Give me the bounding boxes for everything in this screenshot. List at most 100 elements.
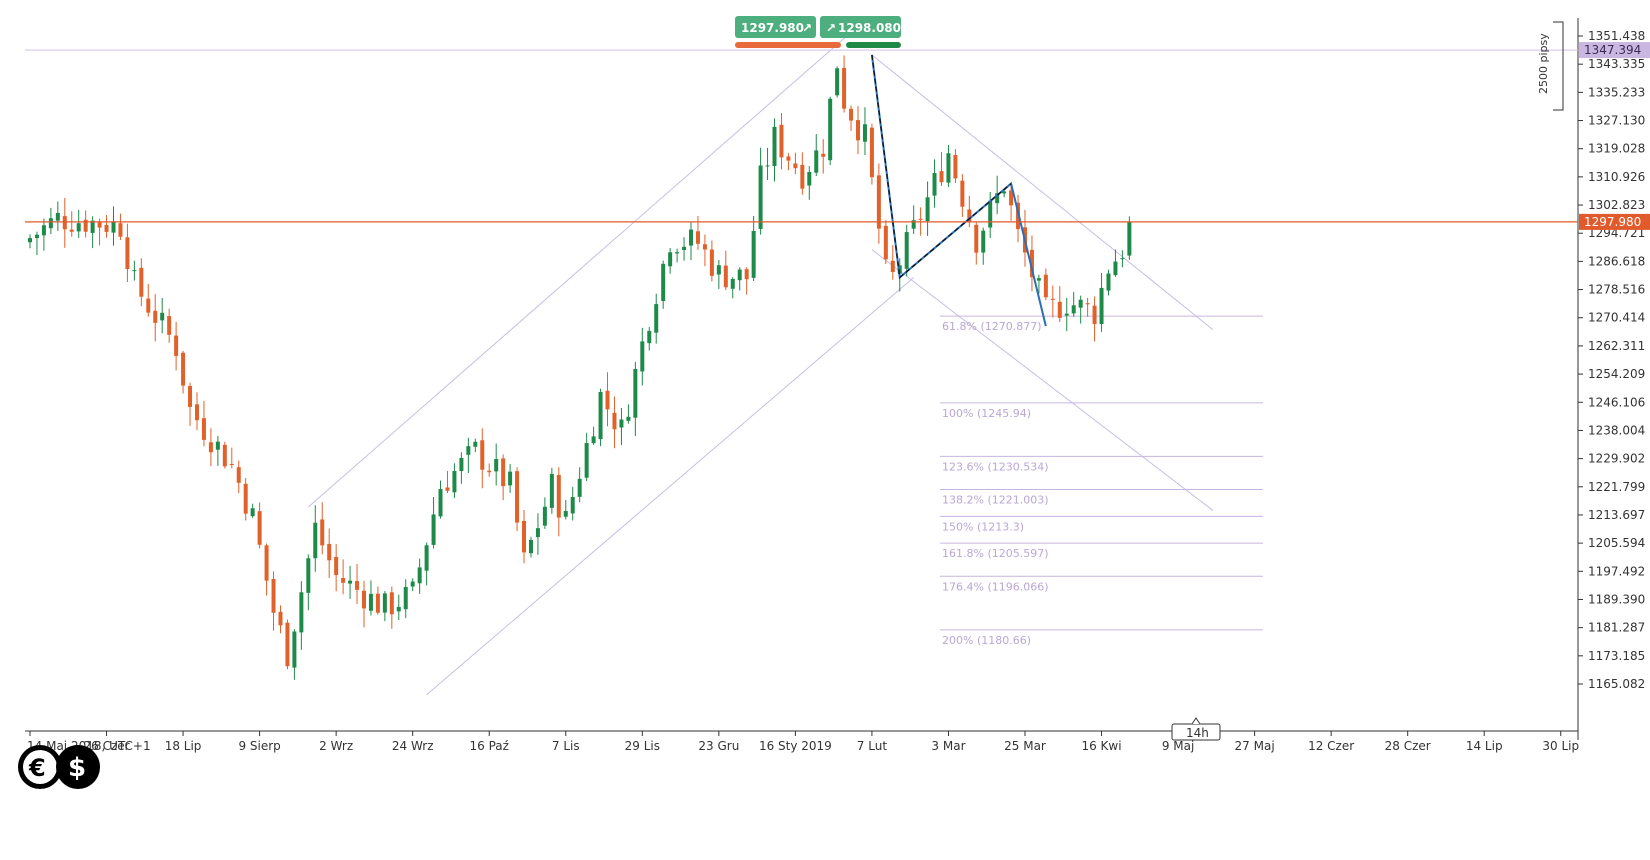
candle-body: [104, 224, 109, 232]
y-tick-label: 1173.185: [1588, 649, 1645, 663]
candle-body: [222, 444, 227, 467]
candle-body: [466, 446, 471, 455]
x-tick-label: 25 Mar: [1004, 739, 1046, 753]
candle-body: [932, 173, 937, 196]
candle-body: [48, 218, 53, 229]
candle-body: [111, 221, 116, 233]
candle-body: [1071, 305, 1076, 314]
candle-body: [800, 164, 805, 189]
candle-body: [807, 171, 812, 186]
candle-body: [1029, 249, 1034, 278]
candlestick-series: [28, 55, 1132, 680]
candle-body: [459, 457, 464, 472]
candle-body: [355, 581, 360, 590]
candle-body: [257, 511, 262, 545]
x-tick-label: 14 Maj 2018, UTC+1: [27, 739, 151, 753]
y-tick-label: 1351.438: [1588, 29, 1645, 43]
candle-body: [424, 545, 429, 571]
candle-body: [876, 175, 881, 229]
candle-body: [452, 471, 457, 493]
candle-body: [334, 556, 339, 576]
candle-body: [1120, 258, 1125, 260]
candle-body: [313, 522, 318, 559]
candle-body: [849, 108, 854, 121]
candle-body: [647, 330, 652, 344]
candle-body: [856, 120, 861, 141]
y-tick-label: 1254.209: [1588, 367, 1645, 381]
candle-body: [633, 368, 638, 418]
fib-level-label: 123.6% (1230.534): [942, 460, 1049, 473]
y-tick-label: 1302.823: [1588, 198, 1645, 212]
candle-body: [1057, 301, 1062, 318]
y-tick-label: 1262.311: [1588, 339, 1645, 353]
ask-price: 1298.080: [838, 21, 901, 35]
candle-body: [361, 590, 366, 609]
x-tick-label: 3 Mar: [931, 739, 965, 753]
candle-body: [62, 216, 67, 230]
candle-body: [967, 209, 972, 223]
candle-body: [744, 269, 749, 280]
candle-body: [584, 443, 589, 478]
candle-body: [1002, 191, 1007, 194]
candle-body: [730, 278, 735, 289]
bid-badge[interactable]: 1297.980 ↗: [735, 16, 841, 48]
candle-body: [208, 442, 213, 453]
candle-body: [194, 404, 199, 421]
candle-body: [327, 543, 332, 561]
y-axis-ticks: 1351.438 1343.335 1335.233 1327.130 1319.028…: [1578, 29, 1645, 691]
candle-body: [83, 219, 88, 232]
candle-body: [758, 165, 763, 229]
timeframe-marker[interactable]: 14h: [1171, 717, 1221, 741]
candle-body: [55, 212, 60, 221]
x-tick-label: 12 Czer: [1308, 739, 1354, 753]
candle-body: [118, 223, 123, 237]
x-tick-label: 30 Lip: [1542, 739, 1579, 753]
y-tick-label: 1229.902: [1588, 452, 1645, 466]
candle-body: [1064, 313, 1069, 316]
candle-body: [1085, 303, 1090, 305]
x-tick-label: 7 Lut: [857, 739, 888, 753]
x-tick-label: 23 Gru: [698, 739, 739, 753]
candle-body: [146, 298, 151, 313]
bid-volume-bar: [735, 42, 841, 48]
candle-body: [368, 593, 373, 611]
euro-icon: €: [28, 754, 46, 782]
candle-body: [675, 252, 680, 254]
candle-body: [501, 458, 506, 487]
candle-body: [410, 581, 415, 587]
candle-body: [139, 267, 144, 297]
candle-body: [389, 592, 394, 615]
candle-body: [215, 441, 220, 450]
timeframe-label: 14h: [1186, 726, 1209, 740]
candle-body: [236, 467, 241, 483]
x-tick-label: 24 Wrz: [392, 739, 434, 753]
candle-body: [626, 416, 631, 421]
candle-body: [132, 270, 137, 272]
current-price-tag: 1297.980: [1579, 213, 1650, 230]
candle-body: [619, 419, 624, 428]
trend-lines: [307, 19, 1214, 696]
candle-body: [556, 474, 561, 518]
candle-body: [668, 252, 673, 267]
candle-body: [243, 483, 248, 514]
x-tick-label: 18 Lip: [165, 739, 202, 753]
y-tick-label: 1270.414: [1588, 311, 1645, 325]
candle-body: [438, 489, 443, 517]
candle-body: [1043, 274, 1048, 298]
candle-body: [1050, 298, 1055, 300]
candle-body: [793, 163, 798, 169]
candle-body: [605, 390, 610, 410]
candle-body: [1009, 190, 1014, 206]
fib-level-label: 138.2% (1221.003): [942, 494, 1049, 507]
candle-body: [250, 508, 255, 517]
candle-body: [445, 487, 450, 491]
fib-level-label: 161.8% (1205.597): [942, 547, 1049, 560]
ask-badge[interactable]: ↗ 1298.080: [820, 16, 901, 48]
candle-body: [765, 165, 770, 167]
x-tick-label: 26 Czer: [83, 739, 129, 753]
y-tick-label: 1189.390: [1588, 592, 1645, 606]
candle-body: [320, 519, 325, 546]
candle-body: [341, 578, 346, 583]
candle-body: [883, 225, 888, 260]
